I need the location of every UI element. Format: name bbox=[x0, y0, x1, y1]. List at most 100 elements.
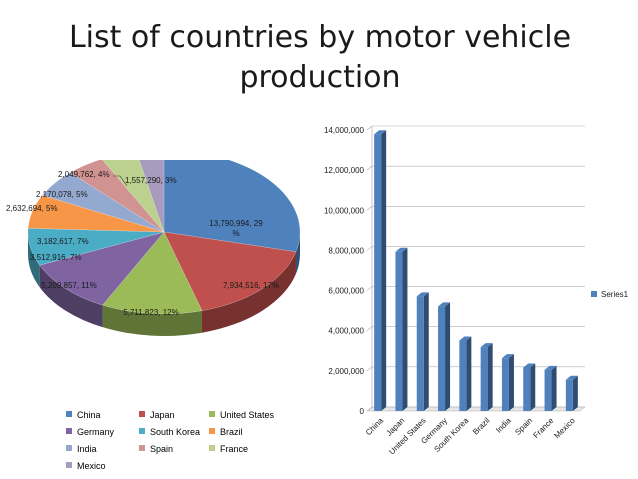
legend-swatch-japan bbox=[139, 411, 145, 417]
bar-south-korea bbox=[459, 336, 472, 411]
bar-top bbox=[501, 354, 514, 359]
pie-leader-line bbox=[113, 175, 128, 187]
x-tick-label-france: France bbox=[531, 416, 555, 440]
legend-label-mexico: Mexico bbox=[77, 461, 106, 471]
legend-swatch-south-korea bbox=[139, 428, 145, 434]
legend-label-south-korea: South Korea bbox=[150, 427, 201, 437]
pie-side-walls bbox=[28, 232, 300, 336]
pie-slice-mexico bbox=[138, 160, 165, 233]
bar-front bbox=[459, 340, 467, 411]
pie-slice-brazil bbox=[27, 194, 165, 233]
legend-label-brazil: Brazil bbox=[220, 427, 243, 437]
pie-slice-south-korea bbox=[27, 228, 165, 266]
legend-item-china: China bbox=[66, 409, 101, 421]
bar-legend-swatch bbox=[591, 291, 597, 297]
bar-side bbox=[551, 365, 557, 411]
pie-data-labels: 13,790,994, 29 % 7,934,516, 17% 5,711,823, … bbox=[6, 170, 279, 317]
legend-label-spain: Spain bbox=[150, 444, 174, 454]
gridline-slant bbox=[366, 246, 373, 251]
bar-top bbox=[459, 336, 472, 341]
bar-brazil bbox=[480, 343, 493, 411]
bar-front bbox=[501, 358, 509, 411]
bar-front bbox=[374, 134, 382, 411]
y-tick-label: 10,000,000 bbox=[324, 206, 365, 215]
bar-legend: Series1 bbox=[591, 290, 629, 299]
pie-slice-india bbox=[41, 172, 165, 233]
legend-item-spain: Spain bbox=[139, 443, 173, 455]
y-tick-label: 14,000,000 bbox=[324, 126, 365, 135]
pie-side-japan bbox=[201, 251, 296, 333]
pie-side-south-korea bbox=[28, 232, 40, 288]
bar-front bbox=[565, 379, 573, 411]
gridline-slant bbox=[366, 206, 373, 211]
legend-swatch-brazil bbox=[209, 428, 215, 434]
pie-data-label-france: 2,049,762, 4% bbox=[58, 170, 110, 179]
bar-top bbox=[438, 302, 451, 307]
bar-united-states bbox=[416, 292, 429, 411]
legend-label-china: China bbox=[77, 410, 101, 420]
pie-data-label-united-states: 5,711,823, 12% bbox=[123, 308, 178, 317]
pie-data-label-india: 2,632,694, 5% bbox=[6, 204, 58, 213]
bar-japan bbox=[395, 247, 408, 411]
y-tick-label: 0 bbox=[360, 407, 365, 416]
bar-side bbox=[466, 336, 472, 411]
pie-data-label-japan: 7,934,516, 17% bbox=[223, 281, 279, 290]
legend-label-united-states: United States bbox=[220, 410, 275, 420]
x-tick-label-china: China bbox=[364, 416, 386, 438]
bar-side bbox=[445, 302, 451, 411]
pie-slices bbox=[27, 160, 301, 315]
bar-front bbox=[480, 347, 488, 411]
gridline-slant bbox=[366, 286, 373, 291]
pie-data-label-spain: 2,170,078, 5% bbox=[36, 190, 88, 199]
bar-side bbox=[423, 292, 429, 411]
legend-swatch-spain bbox=[139, 445, 145, 451]
pie-side-united-states bbox=[102, 305, 202, 336]
bar-mexico bbox=[565, 375, 578, 411]
bar-side bbox=[572, 375, 578, 411]
legend-item-mexico: Mexico bbox=[66, 460, 106, 472]
legend-item-united-states: United States bbox=[209, 409, 274, 421]
slide-title: List of countries by motor vehicle produ… bbox=[40, 18, 600, 98]
gridline-slant bbox=[366, 125, 373, 131]
bar-legend-label: Series1 bbox=[601, 290, 629, 299]
bar-side bbox=[487, 343, 493, 411]
pie-data-label-brazil: 3,182,617, 7% bbox=[37, 237, 89, 246]
legend-label-germany: Germany bbox=[77, 427, 115, 437]
pie-slice-china bbox=[163, 160, 301, 253]
bar-front bbox=[395, 251, 403, 411]
legend-label-france: France bbox=[220, 444, 249, 454]
slide-title-line-2: production bbox=[239, 60, 401, 95]
bar-india bbox=[501, 354, 514, 411]
bar-side bbox=[381, 130, 387, 411]
gridline-slant bbox=[366, 165, 373, 171]
bar-side bbox=[508, 354, 514, 411]
bar-top bbox=[565, 375, 578, 380]
bar-france bbox=[544, 365, 557, 411]
legend-label-india: India bbox=[77, 444, 97, 454]
bar-series bbox=[374, 130, 578, 411]
bar-side bbox=[530, 363, 536, 411]
legend-item-france: France bbox=[209, 443, 248, 455]
legend-swatch-france bbox=[209, 445, 215, 451]
bar-top bbox=[544, 365, 557, 370]
gridline-slant bbox=[366, 326, 373, 331]
pie-data-label-germany: 5,209,857, 11% bbox=[41, 281, 96, 290]
bar-front bbox=[416, 296, 424, 411]
bar-front bbox=[544, 369, 552, 411]
pie-slice-japan bbox=[163, 231, 297, 312]
pie-chart: 13,790,994, 29 % 7,934,516, 17% 5,711,823, … bbox=[6, 160, 301, 336]
legend-item-brazil: Brazil bbox=[209, 426, 243, 438]
pie-side-germany bbox=[39, 265, 103, 328]
legend-item-germany: Germany bbox=[66, 426, 114, 438]
pie-data-label-mexico: 1,557,290, 3% bbox=[125, 176, 177, 185]
slide-title-line-1: List of countries by motor vehicle bbox=[68, 20, 572, 55]
pie-slice-spain bbox=[69, 160, 165, 233]
x-tick-label-india: India bbox=[494, 416, 513, 435]
bar-top bbox=[480, 343, 493, 348]
x-tick-label-brazil: Brazil bbox=[471, 416, 492, 437]
legend-item-japan: Japan bbox=[139, 409, 175, 421]
bar-top bbox=[523, 363, 536, 368]
bar-spain bbox=[523, 363, 536, 411]
bar-germany bbox=[438, 302, 451, 411]
